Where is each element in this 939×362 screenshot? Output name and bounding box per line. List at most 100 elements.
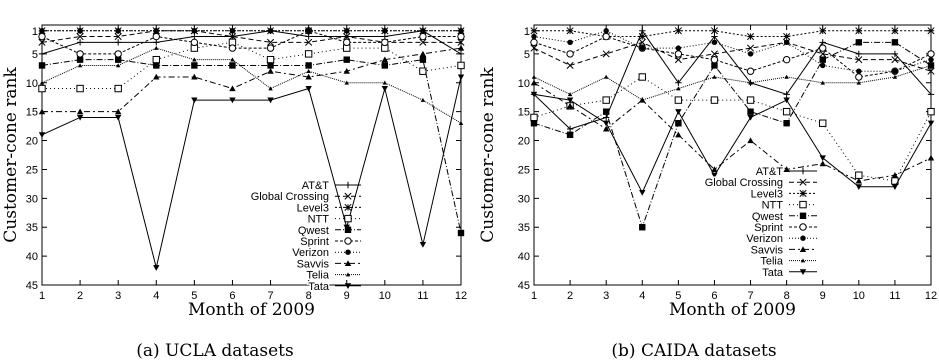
data-point: [267, 62, 274, 69]
legend-item: NTT: [760, 198, 817, 213]
data-point: [819, 160, 826, 167]
legend-label: Level3: [297, 202, 329, 214]
data-point: [819, 27, 827, 35]
data-point: [38, 84, 46, 93]
data-point: [566, 125, 574, 133]
data-point: [530, 113, 538, 122]
legend-item: Level3: [295, 201, 361, 216]
data-point: [855, 39, 863, 46]
data-point: [304, 50, 313, 58]
data-point: [115, 28, 121, 34]
legend-label: NTT: [762, 200, 784, 212]
data-point: [639, 27, 646, 34]
legend-marker: [344, 260, 352, 266]
data-point: [191, 73, 198, 80]
data-point: [268, 86, 273, 91]
series-line: [533, 93, 932, 194]
legend-marker: [799, 167, 807, 175]
data-point: [566, 50, 574, 58]
legend-label: Qwest: [752, 211, 783, 223]
data-point: [638, 73, 646, 81]
data-point: [602, 120, 610, 127]
series-verizon: [531, 28, 934, 74]
data-point: [457, 32, 465, 41]
data-point: [382, 80, 388, 85]
legend-label: Sprint: [754, 222, 783, 234]
data-point: [38, 108, 46, 115]
data-point: [530, 120, 538, 127]
data-point: [819, 50, 827, 58]
legend-marker: [345, 249, 351, 255]
legend-item: Global Crossing: [249, 190, 361, 205]
x-tick-label: 12: [455, 290, 467, 302]
data-point: [891, 27, 899, 35]
legend-item: NTT: [306, 212, 361, 227]
data-point: [419, 50, 427, 57]
data-point: [305, 62, 312, 69]
legend-marker: [344, 192, 352, 200]
data-point: [819, 119, 827, 127]
data-point: [306, 68, 311, 74]
series-qwest: [38, 56, 465, 237]
legend-label: AT&T: [756, 166, 784, 178]
data-point: [928, 56, 934, 63]
legend-item: AT&T: [754, 165, 817, 180]
data-point: [928, 63, 934, 68]
legend-label: AT&T: [302, 180, 330, 192]
data-point: [639, 224, 646, 231]
x-tick-label: 11: [889, 290, 900, 302]
series-sprint: [530, 32, 935, 81]
data-point: [343, 33, 351, 41]
data-point: [76, 39, 84, 46]
y-tick-label: 10: [26, 78, 38, 90]
data-point: [783, 33, 791, 41]
data-point: [711, 33, 718, 40]
data-point: [566, 97, 574, 104]
data-point: [783, 120, 790, 127]
data-point: [676, 86, 681, 91]
panel-caption: (a) UCLA datasets: [136, 341, 293, 361]
series-line: [41, 59, 462, 234]
data-point: [711, 39, 718, 46]
series-line: [533, 30, 932, 72]
x-tick-label: 4: [153, 290, 159, 302]
panel-caption: (b) CAIDA datasets: [611, 341, 776, 361]
data-point: [457, 38, 465, 46]
y-tick-label: 30: [26, 193, 38, 205]
data-point: [458, 28, 464, 34]
data-point: [153, 265, 160, 271]
data-point: [602, 96, 610, 104]
y-tick-label: 20: [26, 136, 38, 148]
data-point: [891, 184, 899, 190]
legend-label: Tata: [762, 267, 784, 279]
data-point: [153, 28, 159, 34]
data-point: [782, 55, 791, 64]
data-point: [114, 56, 122, 63]
legend-marker: [344, 214, 352, 223]
data-point: [38, 50, 46, 58]
data-point: [344, 28, 350, 34]
data-point: [530, 79, 538, 86]
data-point: [39, 28, 45, 34]
y-tick-label: 30: [518, 193, 530, 205]
data-point: [855, 184, 863, 190]
data-point: [305, 85, 312, 92]
x-tick-label: 3: [115, 290, 121, 302]
data-point: [191, 97, 198, 104]
data-point: [531, 74, 537, 79]
data-point: [305, 28, 312, 34]
data-point: [305, 38, 313, 46]
data-point: [674, 50, 683, 58]
data-point: [711, 62, 718, 69]
data-point: [530, 38, 538, 47]
data-point: [675, 109, 682, 115]
y-tick-label: 40: [518, 251, 530, 263]
data-point: [457, 50, 465, 58]
data-point: [712, 74, 717, 79]
data-point: [381, 85, 389, 92]
x-tick-label: 6: [229, 290, 235, 302]
data-point: [530, 44, 538, 52]
data-point: [891, 56, 899, 64]
y-axis-title: Customer-cone rank: [478, 67, 498, 243]
